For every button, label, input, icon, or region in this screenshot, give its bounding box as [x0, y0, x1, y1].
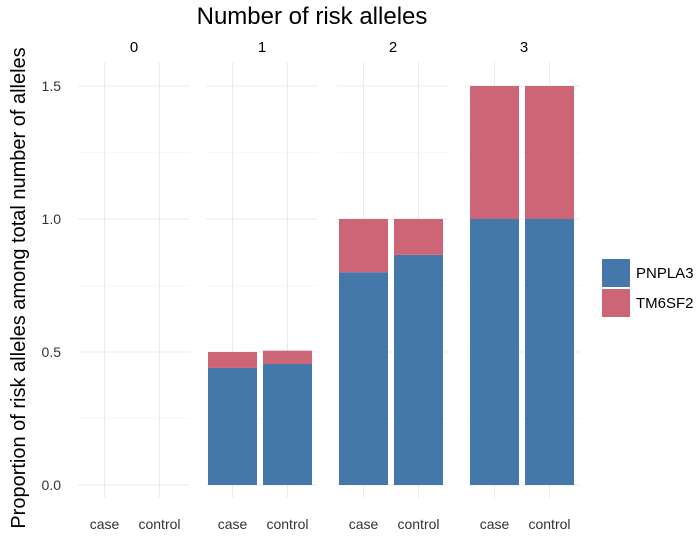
- x-tick-label: case: [480, 516, 510, 532]
- x-tick-label: control: [528, 516, 570, 532]
- bar-tm6sf2-control-3: [525, 86, 574, 219]
- facet-panel-0: 0 case control: [78, 39, 190, 532]
- bar-tm6sf2-case-1: [208, 352, 257, 368]
- legend-swatch-tm6sf2: [602, 289, 630, 317]
- x-tick-label: case: [349, 516, 379, 532]
- legend-swatch-pnpla3: [602, 259, 630, 287]
- facet-label: 2: [389, 39, 397, 56]
- facet-label: 1: [258, 39, 266, 56]
- bar-tm6sf2-case-3: [470, 86, 519, 219]
- bar-pnpla3-case-2: [339, 272, 388, 485]
- bar-tm6sf2-case-2: [339, 219, 388, 273]
- facet-panel-1: 1 case control: [206, 39, 318, 532]
- y-tick-label: 1.5: [42, 78, 62, 94]
- chart-title: Number of risk alleles: [197, 3, 428, 30]
- facet-label: 3: [520, 39, 528, 56]
- legend-label: PNPLA3: [636, 265, 694, 282]
- bar-pnpla3-case-1: [208, 367, 257, 485]
- y-tick-label: 0.5: [42, 344, 62, 360]
- y-tick-label: 1.0: [42, 211, 62, 227]
- y-axis-label: Proportion of risk alleles among total n…: [8, 47, 30, 528]
- facet-panel-3: 3 case control: [468, 39, 580, 532]
- x-tick-label: control: [138, 516, 180, 532]
- legend-label: TM6SF2: [636, 295, 694, 312]
- facet-panel-2: 2 case control: [337, 39, 449, 532]
- x-tick-label: case: [90, 516, 120, 532]
- bar-tm6sf2-control-2: [394, 219, 443, 255]
- legend: PNPLA3 TM6SF2: [602, 259, 694, 317]
- bar-pnpla3-control-3: [525, 219, 574, 485]
- x-tick-label: case: [218, 516, 248, 532]
- facet-label: 0: [130, 39, 138, 56]
- bar-pnpla3-control-1: [263, 363, 312, 485]
- bar-pnpla3-control-2: [394, 254, 443, 485]
- bar-tm6sf2-control-1: [263, 350, 312, 364]
- y-tick-label: 0.0: [42, 477, 62, 493]
- x-tick-label: control: [397, 516, 439, 532]
- bar-pnpla3-case-3: [470, 219, 519, 485]
- x-tick-label: control: [266, 516, 308, 532]
- plot-panels: 0.0 0.5 1.0 1.5 0 case control 1 case control 2 cas…: [42, 39, 580, 532]
